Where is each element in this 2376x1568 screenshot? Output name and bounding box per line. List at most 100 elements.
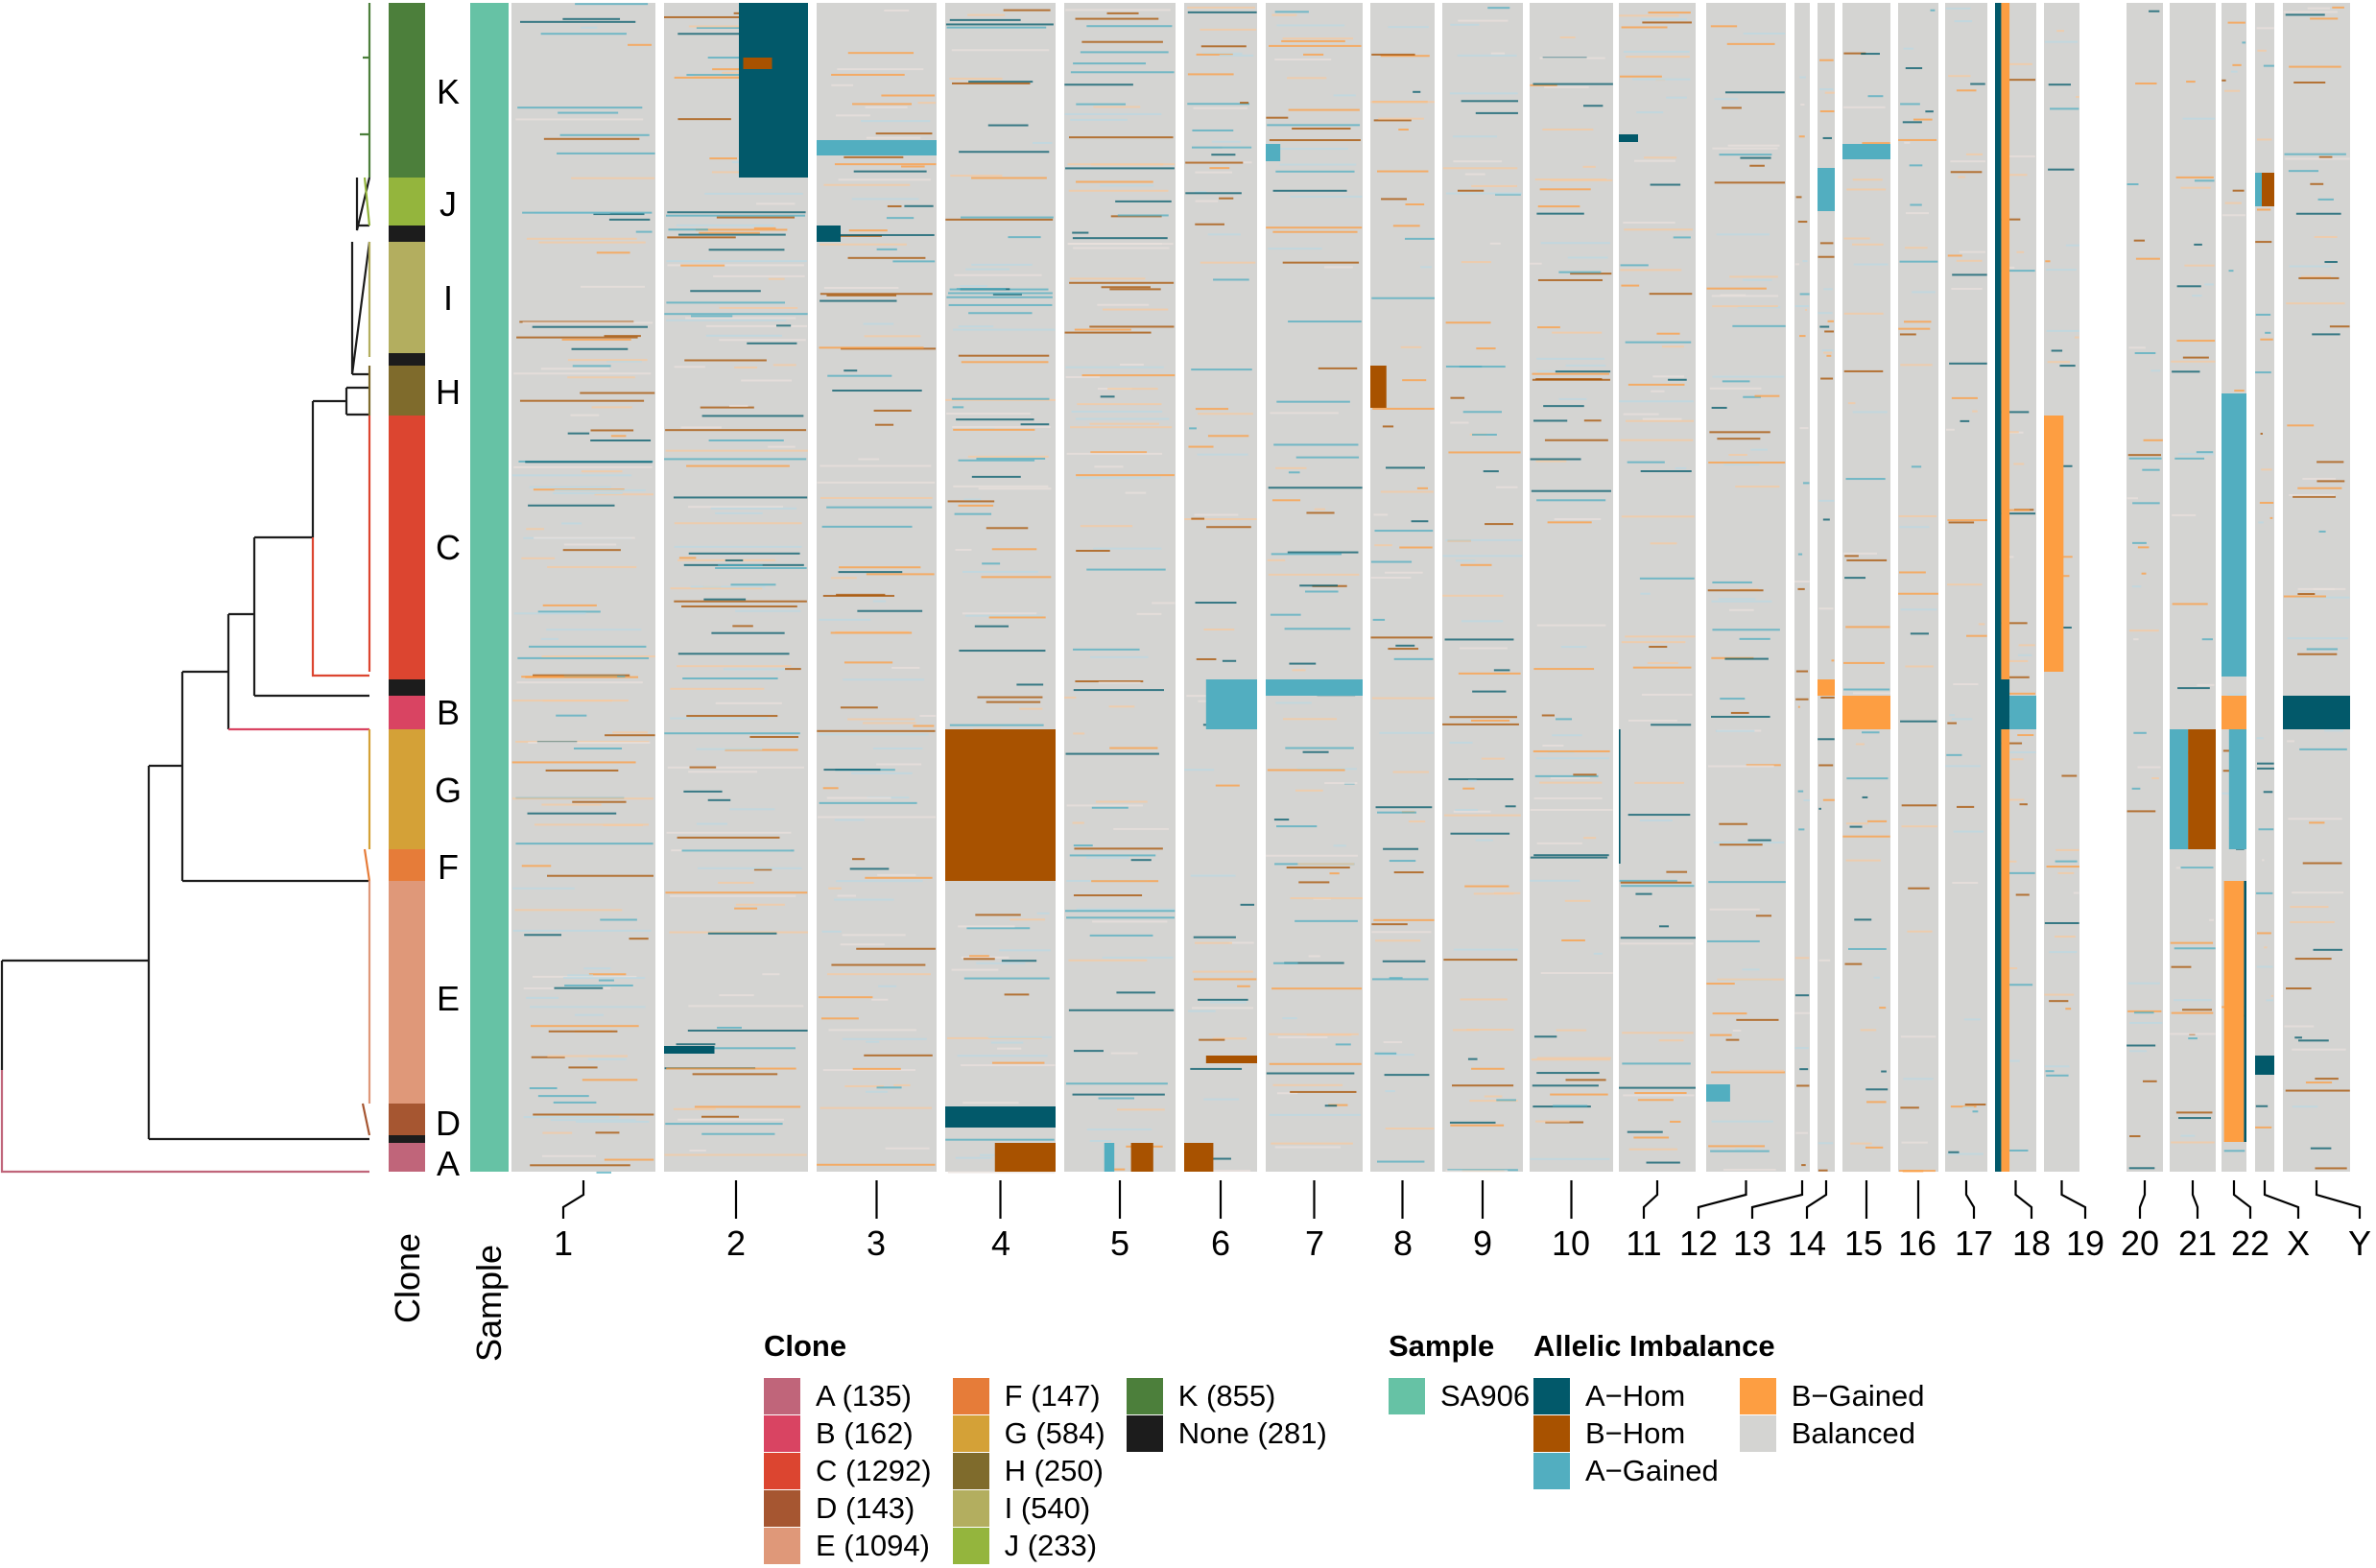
cell-streak	[606, 360, 642, 363]
cell-streak	[1547, 521, 1592, 524]
cell-streak	[1458, 672, 1521, 675]
cell-streak	[568, 1066, 598, 1069]
cell-streak	[1089, 1139, 1111, 1142]
cell-streak	[2260, 432, 2263, 435]
cell-streak	[957, 1055, 1048, 1057]
cell-streak	[1539, 781, 1603, 784]
cell-streak	[1335, 1043, 1351, 1046]
cell-streak	[950, 175, 1003, 178]
cell-streak	[835, 114, 870, 117]
cell-streak	[1065, 1082, 1168, 1085]
cell-streak	[1620, 937, 1696, 939]
cell-streak	[2127, 497, 2138, 500]
cell-streak	[667, 264, 804, 267]
cell-streak	[600, 918, 637, 921]
cell-streak	[971, 475, 1021, 478]
cell-streak	[1286, 867, 1350, 869]
cell-streak	[1709, 431, 1770, 434]
cell-streak	[1408, 820, 1426, 823]
cell-streak	[1795, 698, 1809, 701]
cell-streak	[1795, 196, 1802, 199]
cell-streak	[667, 766, 804, 769]
cell-streak	[2317, 480, 2345, 483]
cell-streak	[2129, 1021, 2163, 1024]
cell-streak	[1459, 647, 1508, 650]
legend-swatch	[1126, 1414, 1163, 1452]
cell-streak	[1462, 411, 1502, 414]
cell-streak	[674, 545, 802, 548]
balanced-background	[1818, 3, 1835, 1172]
cell-streak	[1324, 782, 1358, 785]
cell-streak	[952, 425, 1051, 428]
cell-streak	[523, 1116, 620, 1119]
cell-streak	[2171, 1011, 2214, 1014]
cell-streak	[1661, 345, 1684, 348]
legend-swatch	[952, 1527, 989, 1564]
cell-streak	[665, 429, 807, 432]
cell-streak	[1900, 608, 1937, 611]
cell-streak	[1393, 657, 1434, 660]
cell-streak	[1719, 822, 1747, 825]
cell-streak	[1794, 957, 1810, 960]
cell-streak	[1476, 347, 1496, 350]
cell-streak	[1064, 83, 1133, 86]
cell-streak	[1801, 1164, 1806, 1167]
cell-streak	[1073, 1050, 1104, 1053]
legend-label: A−Hom	[1585, 1378, 1686, 1413]
cell-streak	[1802, 260, 1808, 263]
cell-streak	[2046, 1074, 2069, 1077]
cell-streak	[1743, 32, 1786, 35]
cell-streak	[1455, 559, 1476, 562]
cell-streak	[1195, 408, 1229, 411]
cell-streak	[1712, 581, 1752, 583]
cell-streak	[2270, 994, 2273, 997]
cell-streak	[1016, 683, 1044, 686]
cell-streak	[1899, 333, 1916, 336]
cell-streak	[1747, 839, 1771, 842]
chromosome-column-7	[1266, 3, 1363, 1172]
clone-band-none	[389, 679, 425, 696]
cna-block-chr14-j-again	[1818, 168, 1835, 211]
cell-streak	[1073, 62, 1147, 65]
cell-streak	[952, 82, 1031, 84]
cell-streak	[1102, 308, 1169, 311]
cell-streak	[1558, 397, 1587, 400]
cell-streak	[1081, 374, 1176, 377]
cell-streak	[1472, 690, 1507, 693]
cell-streak	[701, 415, 804, 417]
cell-streak	[1297, 863, 1355, 866]
balanced-background	[2127, 3, 2163, 1172]
cell-streak	[881, 94, 936, 97]
cell-streak	[519, 399, 645, 402]
cell-streak	[1625, 419, 1694, 422]
cell-streak	[515, 118, 644, 121]
cell-streak	[1628, 719, 1677, 722]
cell-streak	[1484, 1095, 1503, 1098]
cell-streak	[1650, 183, 1681, 186]
cell-streak	[1076, 476, 1161, 479]
cell-streak	[834, 898, 894, 901]
cell-streak	[715, 701, 782, 704]
cell-streak	[665, 1123, 783, 1126]
cell-streak	[2297, 487, 2342, 489]
cell-streak	[2045, 260, 2051, 263]
cell-streak	[1386, 466, 1425, 469]
cell-streak	[2011, 758, 2024, 761]
cell-streak	[821, 525, 913, 528]
cell-streak	[1457, 189, 1485, 192]
cell-streak	[1633, 159, 1676, 162]
chromosome-column-15	[1842, 3, 1890, 1172]
cell-streak	[1443, 959, 1518, 962]
cell-streak	[1089, 934, 1153, 937]
cell-streak	[1537, 278, 1603, 281]
cell-streak	[2262, 859, 2265, 862]
cell-streak	[511, 761, 636, 764]
cell-streak	[562, 549, 621, 552]
cell-streak	[2329, 325, 2350, 328]
cell-streak	[1637, 1099, 1674, 1102]
cell-streak	[1304, 590, 1339, 593]
cell-streak	[822, 1069, 915, 1072]
cell-streak	[2132, 541, 2147, 544]
cell-streak	[963, 977, 1050, 980]
cell-streak	[593, 213, 645, 216]
